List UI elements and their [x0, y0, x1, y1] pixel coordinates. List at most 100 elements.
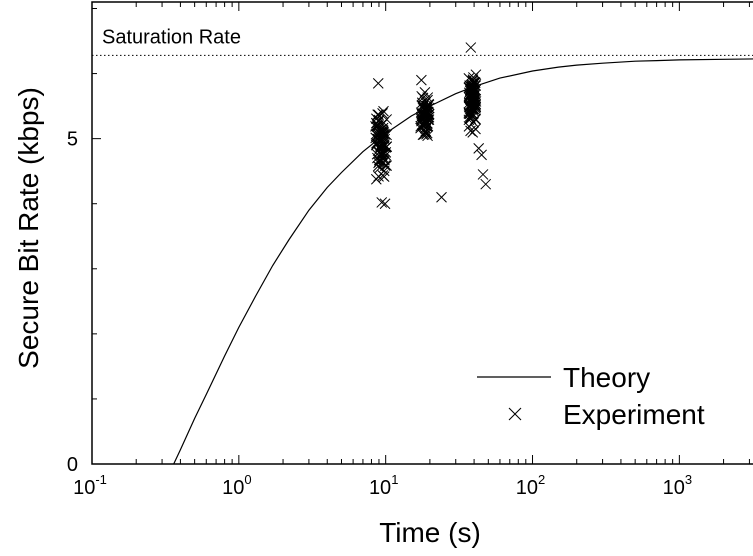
y-axis-label: Secure Bit Rate (kbps)	[13, 87, 44, 369]
experiment-point-stroke	[372, 77, 384, 89]
experiment-point-stroke	[372, 125, 384, 137]
experiment-point-stroke	[473, 143, 485, 154]
x-tick-label: 103	[663, 472, 692, 499]
theory-line	[173, 58, 753, 465]
experiment-point	[469, 104, 481, 116]
experiment-point-stroke	[463, 82, 475, 94]
experiment-point	[370, 121, 381, 132]
experiment-point	[470, 123, 481, 135]
experiment-point	[423, 99, 435, 111]
legend: Theory Experiment	[477, 362, 705, 430]
experiment-point	[464, 80, 476, 92]
experiment-point	[477, 169, 489, 180]
experiment-point-stroke	[416, 74, 427, 86]
experiment-point	[420, 106, 432, 118]
x-tick-label: 102	[516, 472, 545, 499]
experiment-point	[381, 160, 392, 171]
experiment-point	[416, 74, 427, 86]
experiment-point-stroke	[381, 114, 393, 125]
experiment-point-stroke	[381, 160, 392, 171]
experiment-point-stroke	[422, 130, 433, 142]
experiment-series	[370, 42, 492, 210]
experiment-point-stroke	[380, 149, 392, 161]
legend-experiment-label: Experiment	[563, 399, 705, 430]
experiment-point-stroke	[377, 170, 389, 181]
experiment-point-stroke	[480, 178, 492, 190]
experiment-point-stroke	[376, 126, 387, 138]
experiment-point	[470, 101, 481, 113]
saturation-label: Saturation Rate	[102, 26, 241, 48]
experiment-point	[381, 114, 393, 125]
experiment-point-stroke	[373, 114, 385, 126]
experiment-point	[381, 129, 392, 141]
plot-area	[91, 1, 753, 465]
experiment-point-stroke	[464, 80, 476, 92]
experiment-point	[373, 171, 384, 182]
x-axis-label: Time (s)	[379, 517, 481, 548]
experiment-point-stroke	[477, 169, 489, 180]
legend-theory-label: Theory	[563, 362, 650, 393]
experiment-point-stroke	[476, 149, 487, 161]
experiment-point-stroke	[374, 154, 385, 166]
experiment-point	[469, 86, 480, 97]
experiment-point-stroke	[416, 90, 428, 102]
experiment-point-stroke	[467, 72, 479, 83]
experiment-point	[377, 170, 389, 181]
experiment-point-stroke	[469, 104, 481, 116]
experiment-point-stroke	[423, 99, 435, 111]
experiment-point	[375, 142, 386, 153]
experiment-point	[466, 93, 478, 104]
experiment-point	[423, 112, 434, 123]
experiment-point-stroke	[467, 74, 479, 85]
experiment-point-stroke	[377, 130, 389, 142]
experiment-point-stroke	[421, 127, 433, 139]
experiment-point-stroke	[379, 198, 391, 210]
experiment-point	[467, 72, 479, 83]
experiment-point	[421, 127, 433, 139]
experiment-point	[436, 191, 447, 203]
experiment-point	[480, 178, 492, 190]
experiment-point	[372, 77, 384, 89]
plot-frame	[91, 1, 753, 465]
experiment-point-stroke	[370, 121, 381, 132]
experiment-point-stroke	[377, 108, 388, 119]
y-axis-ticks: 05	[67, 8, 101, 476]
experiment-point	[377, 108, 388, 119]
experiment-point-stroke	[469, 86, 480, 97]
experiment-point-stroke	[466, 93, 478, 104]
experiment-point-stroke	[436, 191, 447, 203]
experiment-point	[415, 113, 427, 125]
experiment-point-stroke	[470, 114, 481, 125]
theory-series	[173, 58, 753, 465]
x-axis-ticks: 10-1 100 101 102 103	[73, 2, 750, 499]
experiment-point-stroke	[465, 42, 477, 53]
experiment-point	[374, 154, 385, 166]
legend-experiment-marker	[508, 407, 522, 421]
experiment-point	[465, 42, 477, 53]
experiment-point-stroke	[415, 113, 427, 125]
experiment-point-stroke	[419, 119, 431, 131]
experiment-point	[377, 130, 389, 142]
experiment-point-stroke	[379, 160, 391, 172]
experiment-point	[473, 143, 485, 154]
experiment-point-stroke	[423, 112, 434, 123]
experiment-point	[376, 197, 388, 208]
experiment-point-stroke	[470, 101, 481, 113]
y-tick-label: 5	[67, 129, 78, 151]
experiment-point	[380, 149, 392, 161]
experiment-point	[476, 149, 487, 161]
x-tick-label: 100	[222, 472, 251, 499]
experiment-point	[370, 128, 382, 140]
annotation-layer: Saturation Rate	[92, 26, 753, 56]
experiment-point	[470, 114, 481, 125]
experiment-point	[419, 119, 431, 131]
experiment-point	[465, 113, 477, 125]
x-tick-label: 101	[369, 472, 398, 499]
experiment-point-stroke	[381, 129, 392, 141]
x-tick-label: 10-1	[73, 472, 107, 499]
experiment-point-stroke	[470, 123, 481, 135]
experiment-point	[416, 90, 428, 102]
experiment-point-stroke	[371, 113, 382, 125]
experiment-point	[379, 198, 391, 210]
